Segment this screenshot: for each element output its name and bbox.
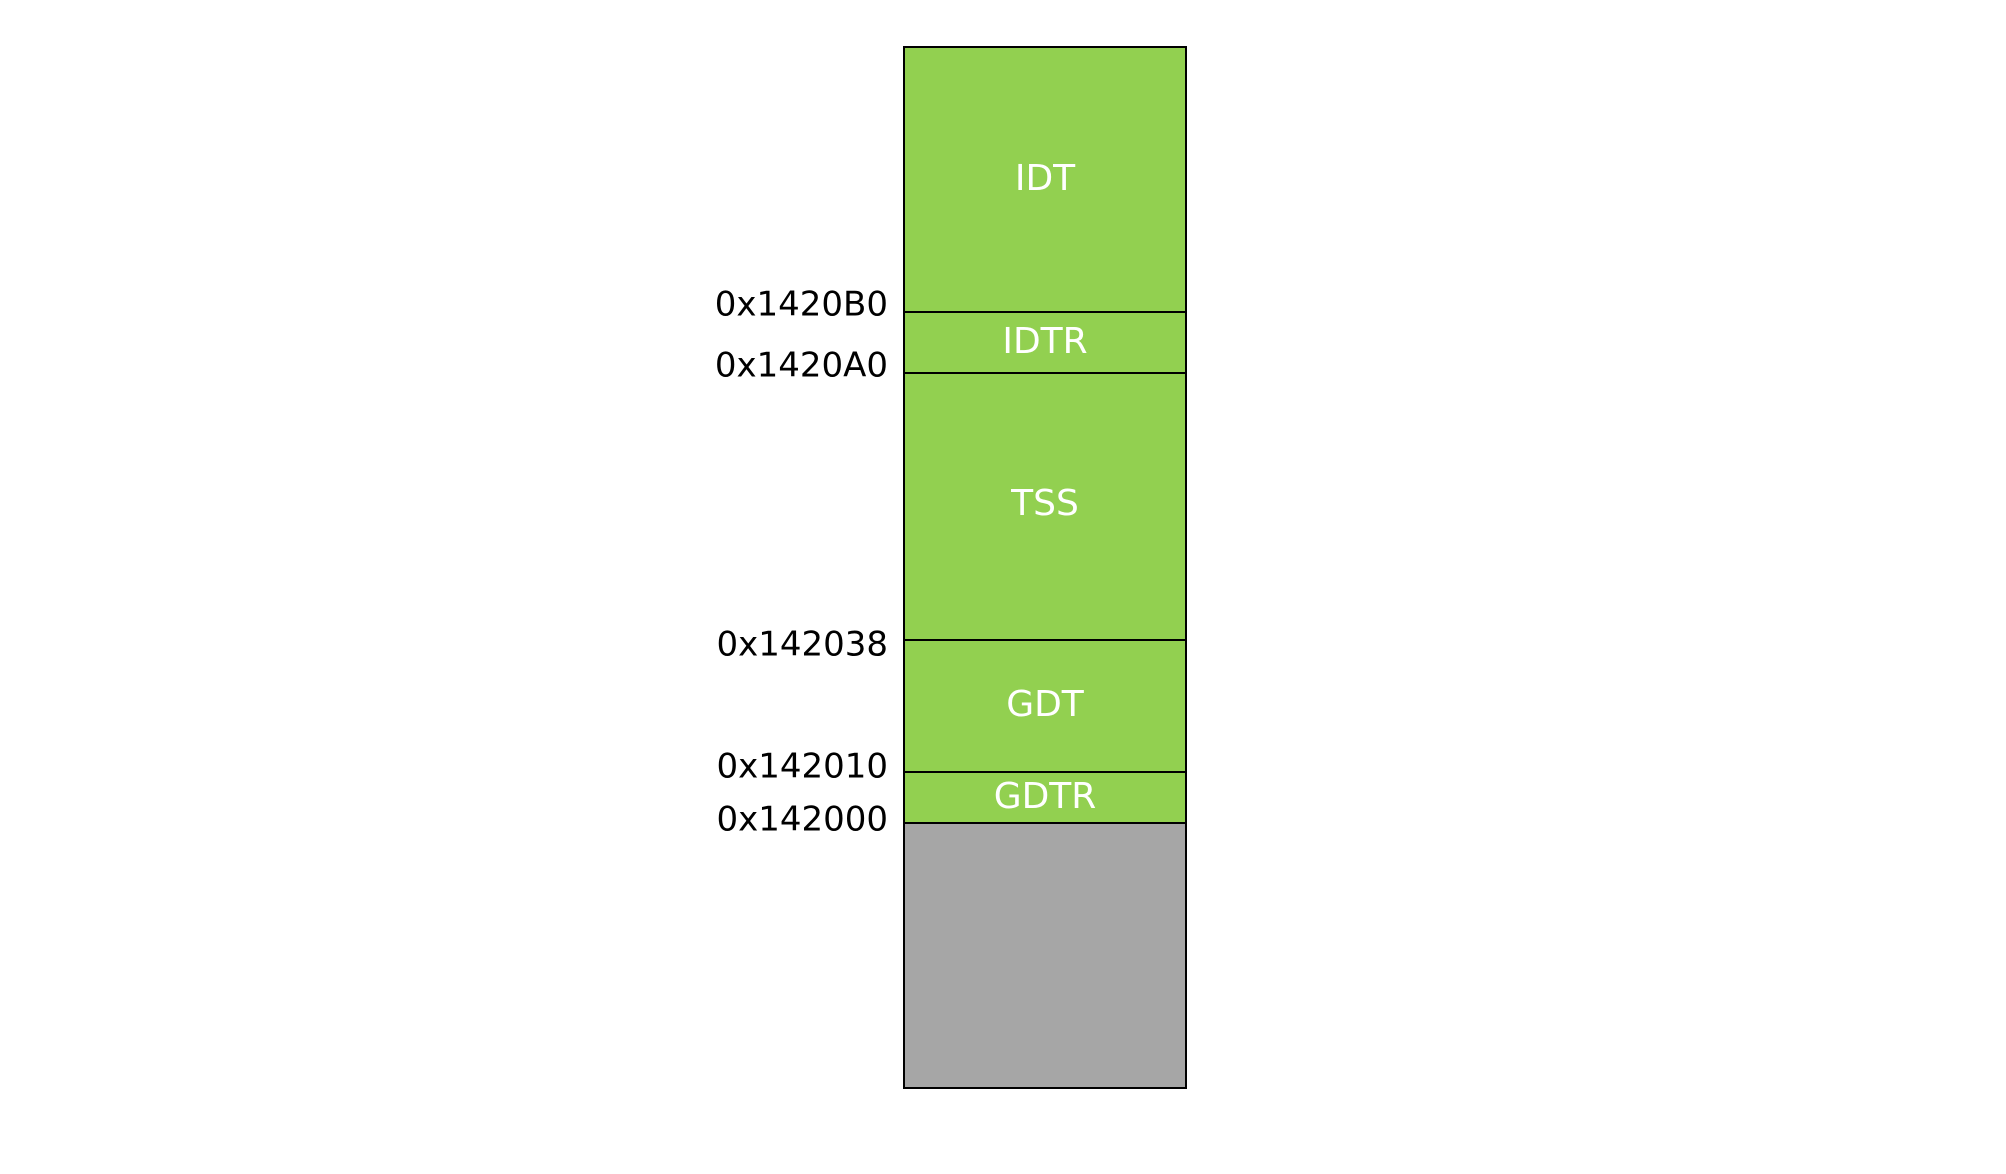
- address-label-gdtr-top: 0x142010: [716, 747, 888, 787]
- address-label-gdtr-bottom: 0x142000: [716, 800, 888, 840]
- address-label-idtr-top: 0x1420B0: [715, 285, 888, 325]
- address-label-gdt-top: 0x142038: [716, 625, 888, 665]
- region-gdt: GDT: [903, 639, 1187, 773]
- region-idtr-label: IDTR: [1002, 321, 1087, 362]
- region-tss: TSS: [903, 372, 1187, 641]
- address-label-idtr-bottom: 0x1420A0: [715, 346, 888, 386]
- region-tss-label: TSS: [1010, 483, 1079, 524]
- region-gdtr: GDTR: [903, 771, 1187, 824]
- region-idtr: IDTR: [903, 311, 1187, 374]
- region-idtr-block: [903, 311, 1187, 374]
- region-gdtr-label: GDTR: [994, 776, 1097, 817]
- region-idt-label: IDT: [1015, 158, 1076, 199]
- region-free-block: [903, 822, 1187, 1089]
- region-gdt-label: GDT: [1006, 684, 1085, 725]
- region-idt-block: [903, 46, 1187, 313]
- region-gdt-block: [903, 639, 1187, 773]
- region-idt: IDT: [903, 46, 1187, 313]
- region-tss-block: [903, 372, 1187, 641]
- region-free: [903, 822, 1187, 1089]
